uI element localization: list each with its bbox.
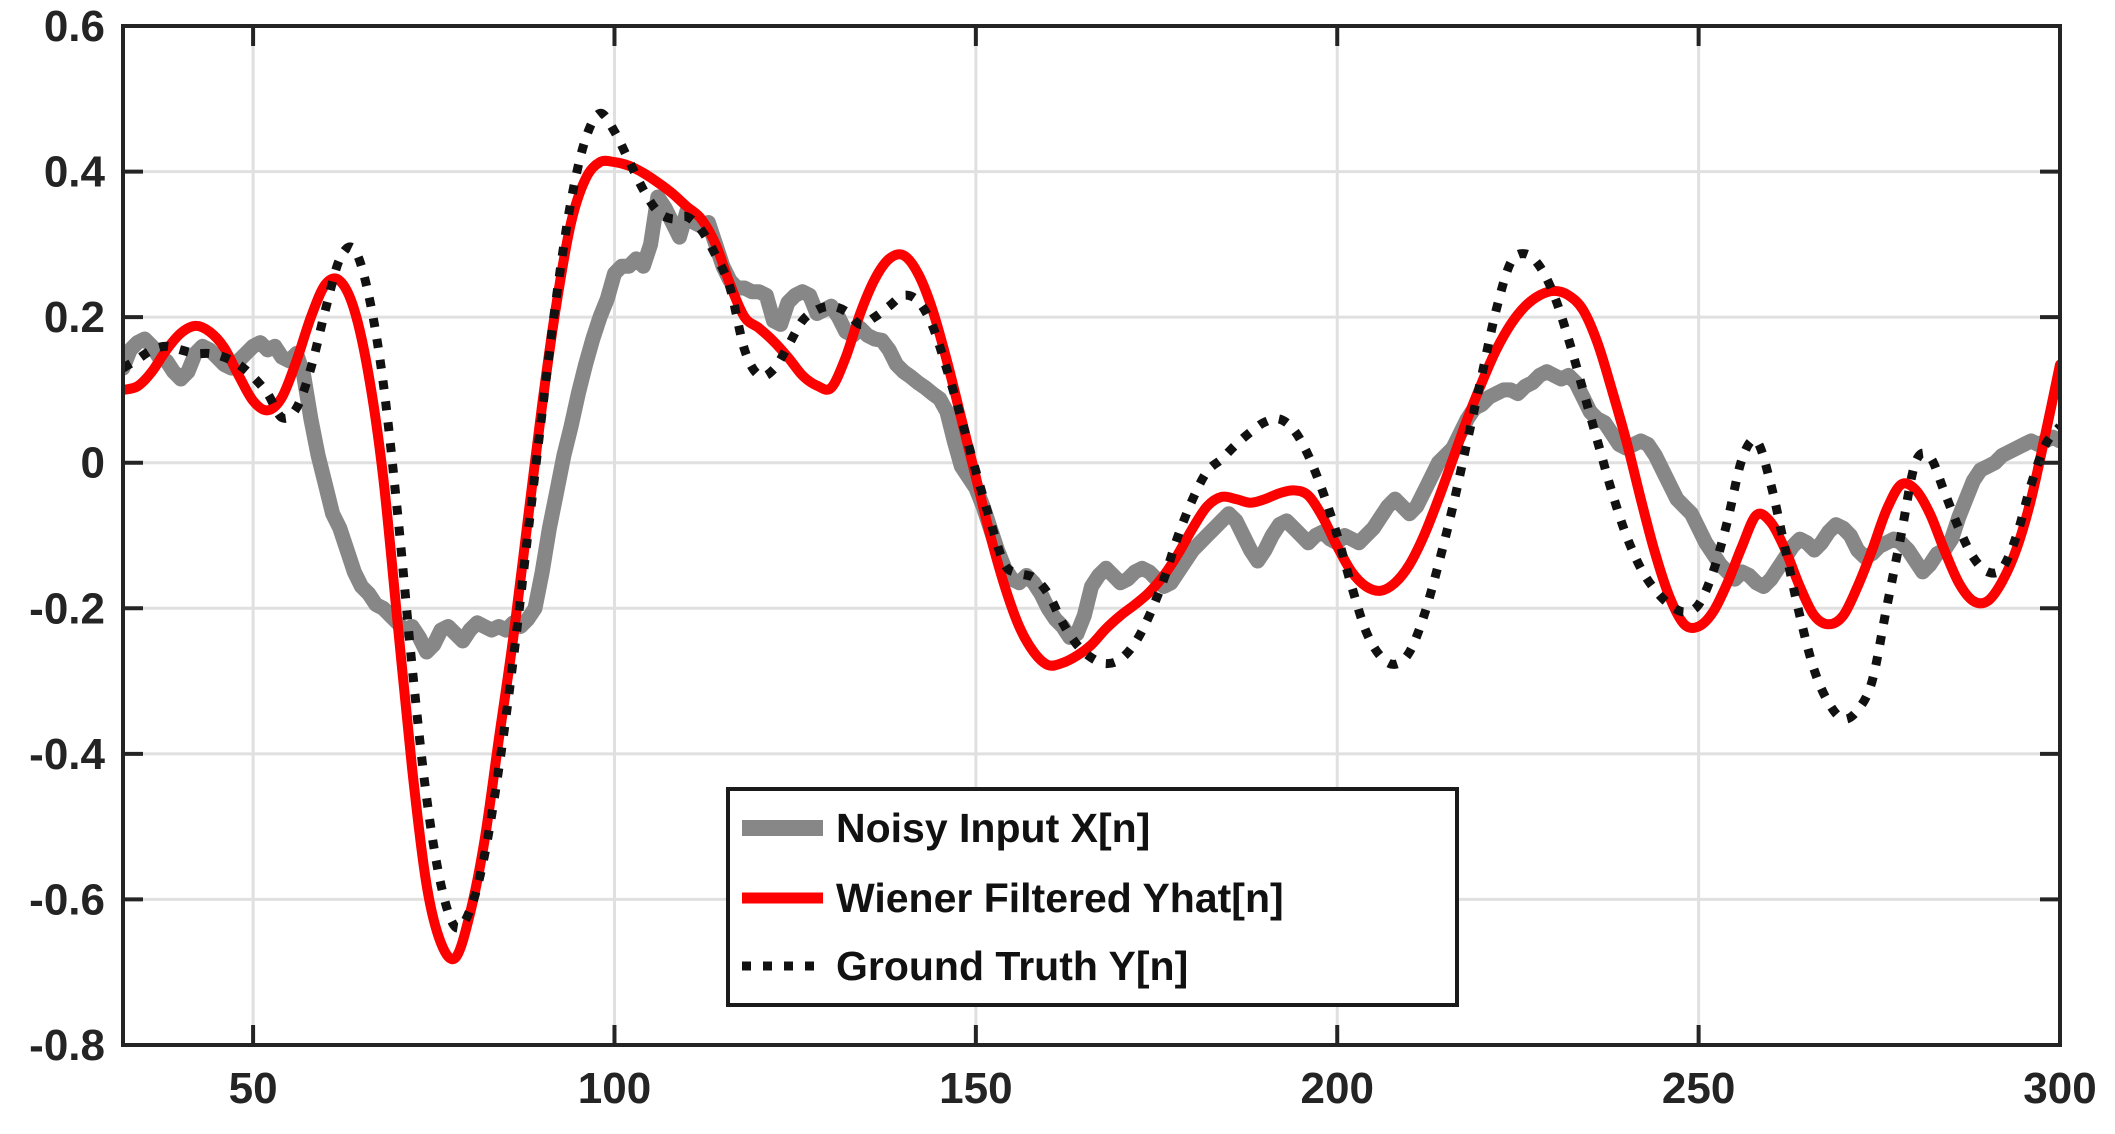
noisy-input-line — [123, 189, 2060, 660]
y-tick-label: 0 — [81, 439, 105, 488]
y-tick-label: 0.2 — [44, 293, 105, 342]
x-tick-label: 300 — [2023, 1064, 2096, 1113]
tick-marks — [123, 24, 2062, 1047]
legend-label-noisy-input: Noisy Input X[n] — [836, 805, 1150, 851]
tick-labels: 50 100 150 200 250 300 0.6 0.4 0.2 0 -0.2 -0.4 -0.6 -… — [29, 2, 2097, 1113]
y-tick-label: -0.2 — [29, 584, 105, 633]
legend-box — [726, 787, 1459, 1007]
y-tick-label: -0.8 — [29, 1021, 105, 1070]
legend: Noisy Input X[n] Wiener Filtered Yhat[n]… — [726, 787, 1459, 1007]
x-tick-label: 250 — [1662, 1064, 1735, 1113]
wiener-filtered-line — [123, 155, 2060, 965]
y-tick-label: 0.4 — [44, 148, 106, 197]
x-tick-label: 150 — [939, 1064, 1012, 1113]
legend-label-ground-truth: Ground Truth Y[n] — [836, 943, 1188, 989]
y-tick-label: -0.4 — [29, 730, 105, 779]
x-tick-label: 200 — [1301, 1064, 1374, 1113]
y-tick-label: 0.6 — [44, 2, 105, 51]
ground-truth-line — [123, 108, 2060, 933]
y-tick-label: -0.6 — [29, 875, 105, 924]
x-tick-label: 100 — [578, 1064, 651, 1113]
series-layer — [123, 108, 2060, 965]
legend-label-wiener-filtered: Wiener Filtered Yhat[n] — [836, 875, 1284, 921]
axis-box — [121, 24, 2062, 1047]
x-tick-label: 50 — [229, 1064, 278, 1113]
